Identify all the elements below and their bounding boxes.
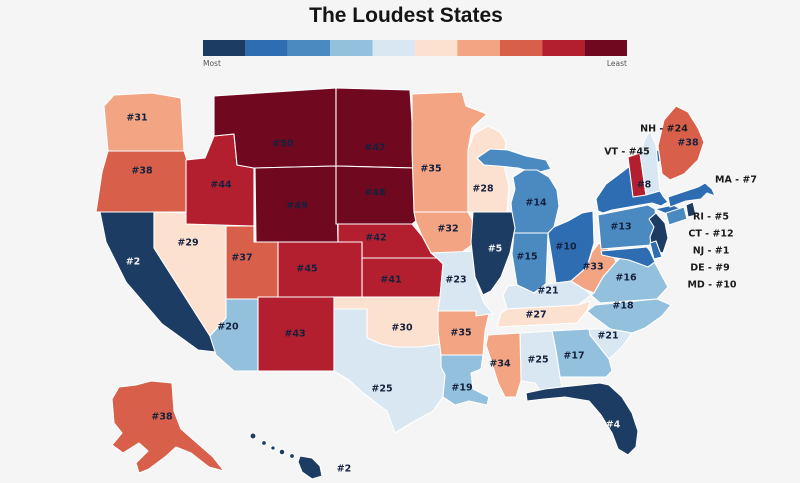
state-in[interactable] xyxy=(511,232,549,294)
state-ms[interactable] xyxy=(485,332,522,398)
state-wy[interactable] xyxy=(254,165,339,244)
state-hi-island-2[interactable] xyxy=(261,440,267,446)
page-title: The Loudest States xyxy=(309,4,503,27)
state-de[interactable] xyxy=(649,240,663,260)
state-hi[interactable] xyxy=(249,432,323,480)
states-group xyxy=(95,87,716,480)
state-la[interactable] xyxy=(440,354,490,406)
callout-md: MD - #10 xyxy=(687,280,736,291)
state-hi-island-1[interactable] xyxy=(249,432,257,440)
state-wa[interactable] xyxy=(103,92,185,154)
state-ri[interactable] xyxy=(685,201,697,218)
state-or[interactable] xyxy=(95,150,188,213)
state-mn[interactable] xyxy=(411,91,488,213)
callout-vt: VT - #45 xyxy=(604,147,650,158)
legend-most-label: Most xyxy=(203,59,221,68)
state-hi-island-5[interactable] xyxy=(289,453,295,459)
state-hi-island-3[interactable] xyxy=(270,445,276,451)
legend-swatch-4 xyxy=(330,40,373,56)
state-nc[interactable] xyxy=(586,298,672,334)
state-ak[interactable] xyxy=(111,380,225,474)
callout-ri: RI - #5 xyxy=(693,212,729,223)
legend-least-label: Least xyxy=(607,59,627,68)
legend-swatch-3 xyxy=(287,40,331,56)
legend-swatch-1 xyxy=(203,40,246,56)
legend-swatch-8 xyxy=(499,40,543,56)
state-hi-island-4[interactable] xyxy=(278,448,286,456)
callout-de: DE - #9 xyxy=(690,263,730,274)
state-nd[interactable] xyxy=(335,87,416,169)
state-mi-lower-peninsula[interactable] xyxy=(510,169,560,234)
state-il[interactable] xyxy=(470,211,516,296)
state-ma[interactable] xyxy=(667,182,716,208)
state-ct[interactable] xyxy=(665,206,688,226)
state-nm[interactable] xyxy=(257,296,335,372)
legend-swatch-9 xyxy=(542,40,585,56)
state-ar[interactable] xyxy=(437,310,490,356)
callout-ma: MA - #7 xyxy=(715,175,757,186)
state-fl[interactable] xyxy=(525,382,639,456)
state-wi[interactable] xyxy=(467,125,510,213)
legend-swatch-5 xyxy=(372,40,415,56)
legend-swatch-2 xyxy=(245,40,288,56)
callout-ct: CT - #12 xyxy=(688,229,733,240)
state-me[interactable] xyxy=(657,105,705,181)
state-sd[interactable] xyxy=(335,165,418,225)
state-md[interactable] xyxy=(600,246,656,268)
callout-labels: NH - #24 VT - #45 MA - #7 RI - #5 CT - #… xyxy=(604,124,757,291)
legend-swatch-6 xyxy=(415,40,458,56)
legend: Most Least xyxy=(203,40,627,68)
state-ks[interactable] xyxy=(361,257,444,298)
callout-nj: NJ - #1 xyxy=(693,246,730,257)
state-mi-upper-peninsula[interactable] xyxy=(476,148,552,174)
state-oh[interactable] xyxy=(547,210,595,284)
state-mi[interactable] xyxy=(476,148,560,234)
state-tn[interactable] xyxy=(496,300,591,328)
state-nh[interactable] xyxy=(639,130,661,196)
state-label-hi: #2 xyxy=(337,464,352,475)
callout-nh: NH - #24 xyxy=(640,124,688,135)
state-hi-island-6[interactable] xyxy=(297,455,323,480)
state-co[interactable] xyxy=(277,241,363,298)
legend-swatch-7 xyxy=(457,40,500,56)
legend-swatch-10 xyxy=(584,40,627,56)
